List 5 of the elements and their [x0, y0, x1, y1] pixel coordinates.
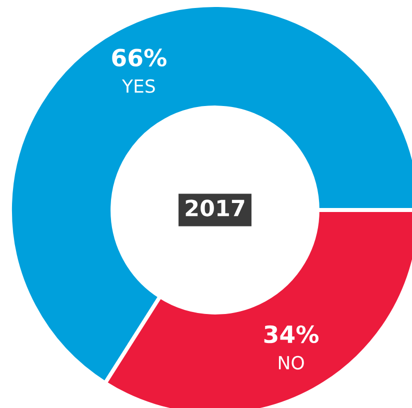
data-label: 34% [264, 325, 319, 344]
text: 2017 [186, 200, 244, 216]
slice-label: YES [122, 79, 155, 93]
data-label: 66% [112, 48, 166, 67]
slice-label: NO [278, 356, 304, 370]
